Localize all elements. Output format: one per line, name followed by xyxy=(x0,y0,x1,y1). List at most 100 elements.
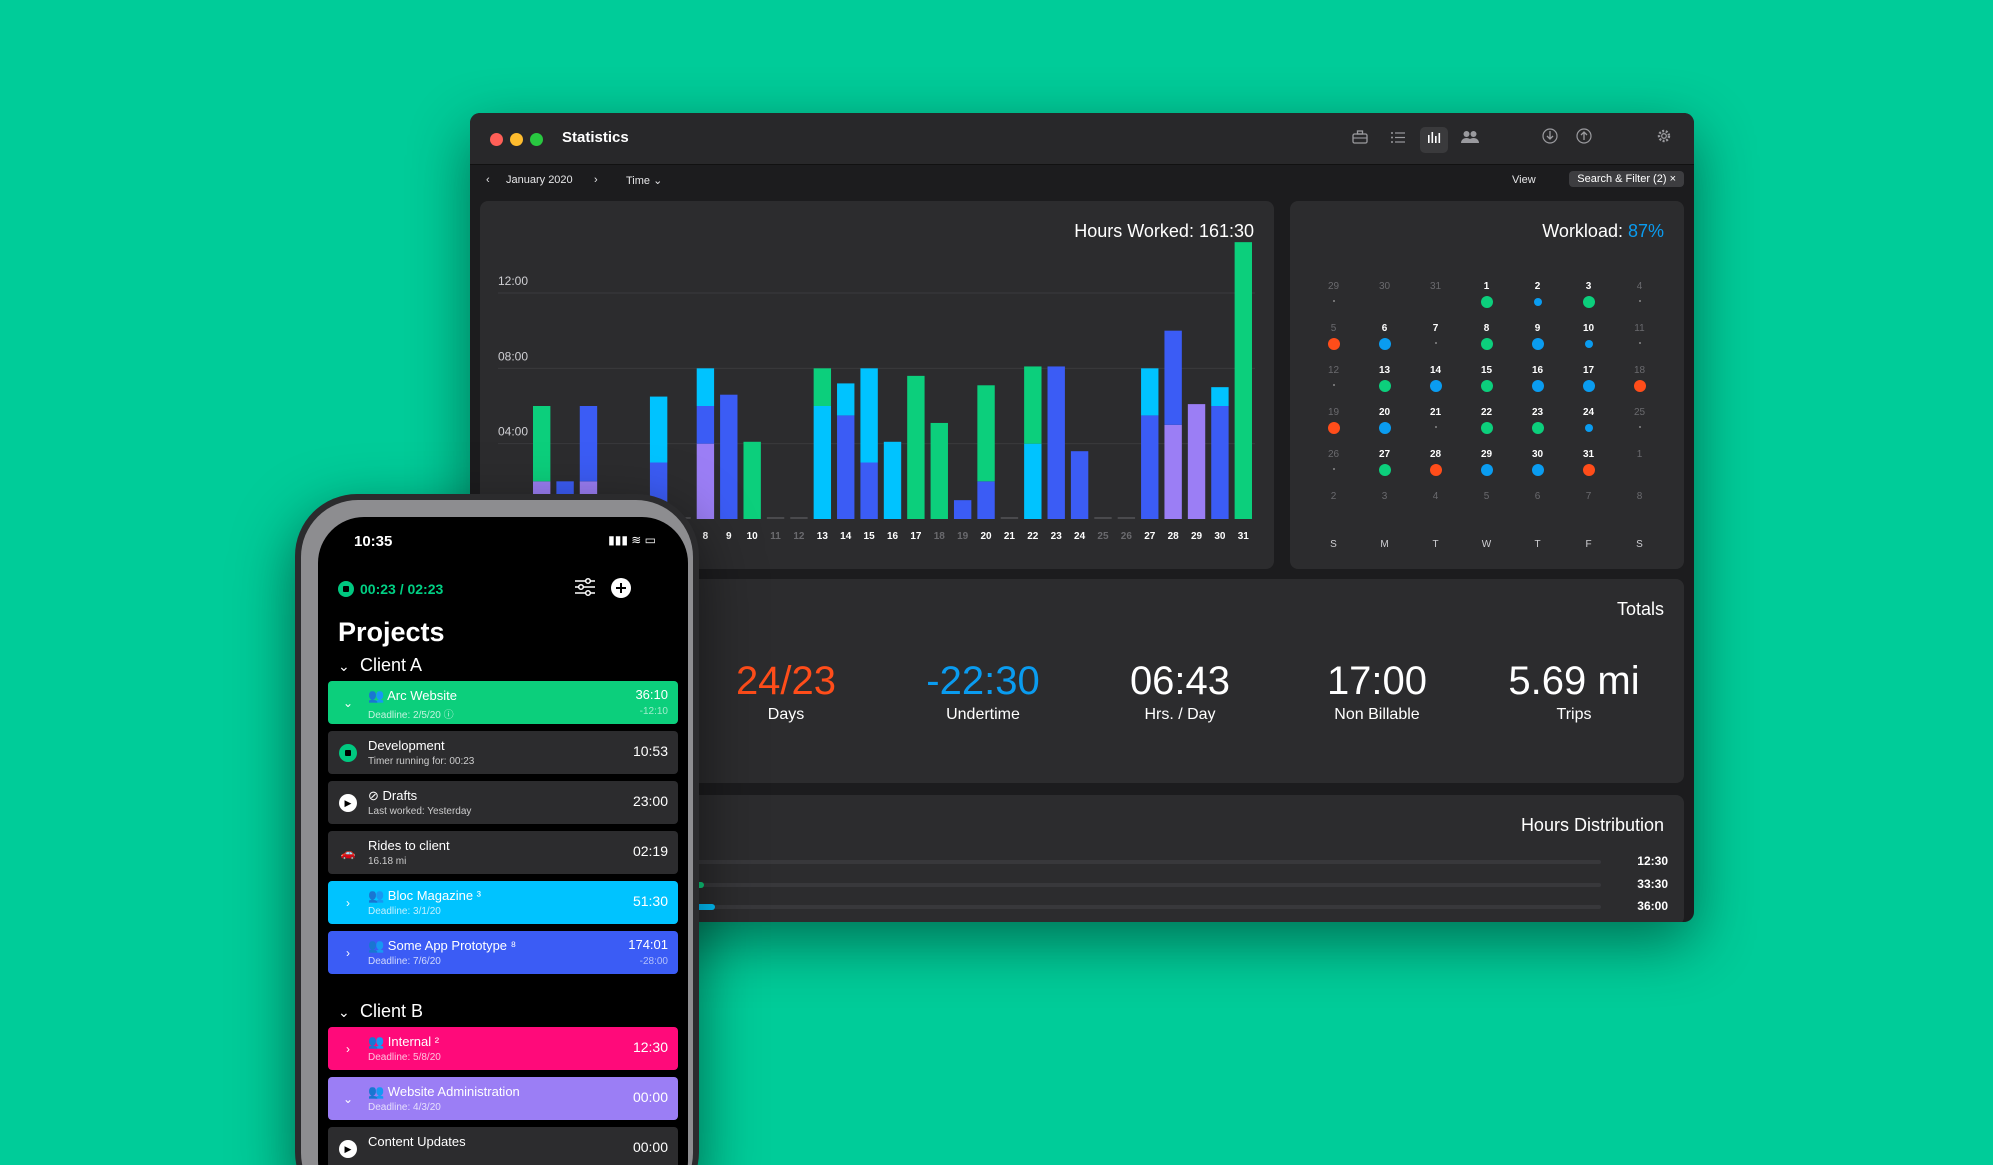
calendar-day[interactable]: 26 xyxy=(1308,449,1359,491)
calendar-day[interactable]: 23 xyxy=(1512,407,1563,449)
title-bar: Statistics xyxy=(470,113,1694,165)
calendar-day[interactable]: 3 xyxy=(1359,491,1410,533)
view-button[interactable]: View xyxy=(1512,174,1536,186)
chevron-right-icon[interactable]: › xyxy=(346,896,350,910)
next-month-button[interactable]: › xyxy=(594,174,598,186)
calendar-day[interactable]: 7 xyxy=(1563,491,1614,533)
zoom-window-button[interactable] xyxy=(530,133,543,146)
calendar-day[interactable]: 29 xyxy=(1461,449,1512,491)
close-window-button[interactable] xyxy=(490,133,503,146)
calendar-day[interactable]: 27 xyxy=(1359,449,1410,491)
share-icon[interactable] xyxy=(1570,127,1598,153)
calendar-day[interactable]: 20 xyxy=(1359,407,1410,449)
project-row-website-administration[interactable]: ⌄ 👥 Website Administration Deadline: 4/3… xyxy=(328,1077,678,1120)
calendar-day[interactable]: 6 xyxy=(1359,323,1410,365)
calendar-day[interactable]: 10 xyxy=(1563,323,1614,365)
project-name: 👥 Some App Prototype ⁸ xyxy=(368,938,517,953)
calendar-day[interactable]: 1 xyxy=(1614,449,1665,491)
calendar-day[interactable]: 25 xyxy=(1614,407,1665,449)
calendar-day-number: 7 xyxy=(1585,491,1592,502)
previous-month-button[interactable]: ‹ xyxy=(486,174,490,186)
briefcase-icon[interactable] xyxy=(1346,127,1374,153)
calendar-day[interactable]: 11 xyxy=(1614,323,1665,365)
calendar-day[interactable]: 17 xyxy=(1563,365,1614,407)
workload-dot xyxy=(1638,342,1641,344)
stop-icon[interactable] xyxy=(339,744,357,762)
bar-segment xyxy=(533,406,551,482)
project-row-internal[interactable]: › 👥 Internal ² Deadline: 5/8/20 12:30 xyxy=(328,1027,678,1070)
play-icon[interactable]: ▶ xyxy=(339,794,357,812)
add-icon[interactable] xyxy=(610,577,632,605)
distribution-track xyxy=(480,883,1601,887)
project-row-development[interactable]: Development Timer running for: 00:23 10:… xyxy=(328,731,678,774)
chevron-right-icon[interactable]: › xyxy=(346,946,350,960)
calendar-day[interactable]: 16 xyxy=(1512,365,1563,407)
chevron-right-icon[interactable]: › xyxy=(346,1042,350,1056)
calendar-day[interactable]: 5 xyxy=(1308,323,1359,365)
play-icon[interactable]: ▶ xyxy=(339,1140,357,1158)
project-row-rides[interactable]: 🚗 Rides to client 16.18 mi 02:19 xyxy=(328,831,678,874)
calendar-day[interactable]: 30 xyxy=(1359,281,1410,323)
calendar-day[interactable]: 1 xyxy=(1461,281,1512,323)
people-icon[interactable] xyxy=(1456,127,1484,153)
calendar-day[interactable]: 8 xyxy=(1461,323,1512,365)
calendar-day[interactable]: 31 xyxy=(1410,281,1461,323)
calendar-day[interactable]: 7 xyxy=(1410,323,1461,365)
filter-sliders-icon[interactable] xyxy=(574,577,596,603)
calendar-day[interactable]: 2 xyxy=(1308,491,1359,533)
group-header-client-b[interactable]: ⌄ Client B xyxy=(338,1001,423,1022)
chevron-down-icon[interactable]: ⌄ xyxy=(342,696,354,710)
calendar-day[interactable]: 29 xyxy=(1308,281,1359,323)
project-row-content-updates[interactable]: ▶ Content Updates 00:00 xyxy=(328,1127,678,1165)
list-icon[interactable] xyxy=(1384,127,1412,153)
group-header-client-a[interactable]: ⌄ Client A xyxy=(338,655,422,676)
calendar-day[interactable]: 12 xyxy=(1308,365,1359,407)
calendar-day[interactable]: 21 xyxy=(1410,407,1461,449)
gear-icon[interactable] xyxy=(1650,127,1678,153)
hours-distribution-title: Hours Distribution xyxy=(1520,815,1664,835)
x-tick-label: 25 xyxy=(1097,531,1109,542)
calendar-day[interactable]: 4 xyxy=(1410,491,1461,533)
project-row-some-app-prototype[interactable]: › 👥 Some App Prototype ⁸ Deadline: 7/6/2… xyxy=(328,931,678,974)
project-row-drafts[interactable]: ▶ ⊘ Drafts Last worked: Yesterday 23:00 xyxy=(328,781,678,824)
calendar-day[interactable]: 9 xyxy=(1512,323,1563,365)
calendar-day[interactable]: 13 xyxy=(1359,365,1410,407)
stat-label: Non Billable xyxy=(1334,706,1420,723)
calendar-day[interactable]: 18 xyxy=(1614,365,1665,407)
calendar-day[interactable]: 14 xyxy=(1410,365,1461,407)
calendar-day[interactable]: 4 xyxy=(1614,281,1665,323)
mode-dropdown[interactable]: Time ⌄ xyxy=(626,175,663,187)
running-timer[interactable]: 00:23 / 02:23 xyxy=(338,581,443,597)
calendar-day[interactable]: 5 xyxy=(1461,491,1512,533)
calendar-day[interactable]: 3 xyxy=(1563,281,1614,323)
bar-segment xyxy=(696,443,715,519)
hours-bar-chart: 04:0008:0012:001234567891011121314151617… xyxy=(498,242,1255,542)
stat-label: Undertime xyxy=(946,706,1020,723)
calendar-day[interactable]: 19 xyxy=(1308,407,1359,449)
project-name: Content Updates xyxy=(368,1134,466,1149)
workload-dot xyxy=(1582,296,1595,308)
calendar-day[interactable]: 28 xyxy=(1410,449,1461,491)
calendar-day[interactable]: 15 xyxy=(1461,365,1512,407)
project-row-arc-website[interactable]: ⌄ 👥 Arc Website Deadline: 2/5/20 ⓘ 36:10… xyxy=(328,681,678,724)
calendar-day[interactable]: 30 xyxy=(1512,449,1563,491)
calendar-day[interactable]: 22 xyxy=(1461,407,1512,449)
project-time: 02:19 xyxy=(632,843,668,859)
download-icon[interactable] xyxy=(1536,127,1564,153)
bar-segment xyxy=(1211,387,1229,406)
bar-chart-icon[interactable] xyxy=(1420,127,1448,153)
calendar-day[interactable]: 8 xyxy=(1614,491,1665,533)
calendar-day[interactable]: 6 xyxy=(1512,491,1563,533)
calendar-day[interactable]: 2 xyxy=(1512,281,1563,323)
search-filter-label: Search & Filter (2) xyxy=(1577,173,1667,185)
calendar-day[interactable]: 31 xyxy=(1563,449,1614,491)
chevron-down-icon[interactable]: ⌄ xyxy=(342,1092,354,1106)
search-filter-button[interactable]: Search & Filter (2) × xyxy=(1569,171,1684,187)
minimize-window-button[interactable] xyxy=(510,133,523,146)
calendar-day[interactable]: 24 xyxy=(1563,407,1614,449)
project-row-bloc-magazine[interactable]: › 👥 Bloc Magazine ³ Deadline: 3/1/20 51:… xyxy=(328,881,678,924)
calendar-day-number: 25 xyxy=(1633,407,1646,418)
clear-filter-icon[interactable]: × xyxy=(1669,173,1676,185)
workload-dot xyxy=(1638,300,1641,302)
stop-icon[interactable] xyxy=(338,581,354,597)
